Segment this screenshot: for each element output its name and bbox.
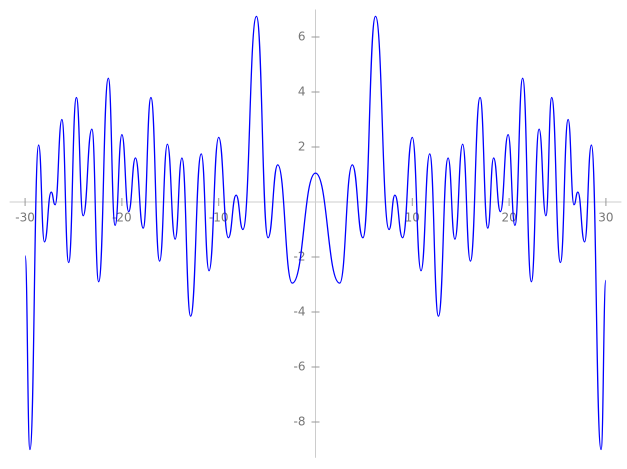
x-tick-label: -20 bbox=[112, 211, 132, 225]
x-tick-label: 10 bbox=[405, 211, 420, 225]
y-tick-label: -2 bbox=[294, 250, 306, 264]
x-tick-label: -30 bbox=[15, 211, 35, 225]
y-tick-label: -4 bbox=[294, 305, 306, 319]
y-tick-label: -6 bbox=[294, 360, 306, 374]
x-tick-label: 30 bbox=[598, 211, 613, 225]
curve bbox=[24, 15, 607, 451]
y-tick-label: 4 bbox=[298, 85, 306, 99]
y-tick-label: 6 bbox=[298, 30, 306, 44]
x-tick-label: 20 bbox=[501, 211, 516, 225]
y-tick-label: 2 bbox=[298, 140, 306, 154]
y-tick-label: -8 bbox=[294, 415, 306, 429]
